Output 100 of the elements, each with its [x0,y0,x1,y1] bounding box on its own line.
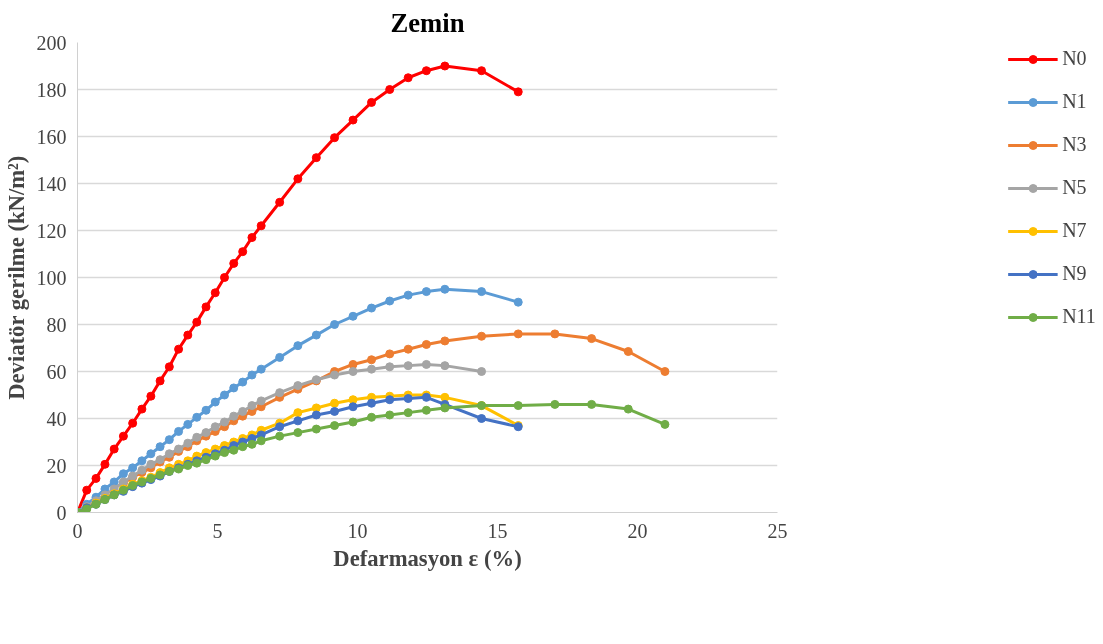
legend-label: N11 [1062,305,1096,328]
point [192,317,202,327]
point [311,330,321,340]
point [220,390,229,400]
point [247,401,257,411]
point [183,419,193,429]
point [385,296,395,306]
y-tick-label: 40 [46,407,67,430]
point [477,414,487,423]
point [330,421,340,431]
x-tick-label: 10 [347,519,368,542]
y-tick-label: 0 [56,501,67,524]
point [183,330,193,340]
point [311,153,321,163]
point [330,370,340,380]
point [385,349,395,359]
y-tick-label: 60 [46,360,67,383]
point [513,329,523,339]
point [128,463,138,473]
point [513,87,523,97]
point [311,410,321,420]
point [275,388,285,398]
legend-label: N5 [1062,176,1087,199]
point [174,426,184,436]
point [330,398,340,408]
point [440,392,450,402]
point [513,297,523,307]
point [513,401,523,411]
point [256,364,266,374]
point [587,334,597,344]
point [440,61,450,71]
point [293,428,303,438]
point [477,287,487,297]
x-tick-label: 5 [212,519,223,542]
point [229,258,239,268]
x-tick-label: 0 [72,519,83,542]
legend-label: N7 [1062,219,1087,242]
point [403,290,413,300]
point [367,412,376,422]
point [477,66,487,76]
point [192,412,202,422]
point [348,367,358,376]
point [550,399,560,409]
point [220,417,229,427]
point [137,404,147,414]
point [367,355,376,365]
point [440,403,450,413]
legend-label: N3 [1062,133,1087,156]
point [293,408,303,418]
point [256,436,266,446]
point [247,370,257,380]
point [275,422,285,432]
point [348,417,358,427]
point [247,233,257,243]
x-tick-label: 25 [767,519,788,542]
point [164,362,174,372]
point [587,399,597,409]
point [385,395,395,405]
point [229,411,239,421]
point [660,419,670,429]
point [403,361,413,371]
point [440,284,450,294]
point [238,377,248,387]
chart-title: Zemin [390,7,465,38]
point [330,406,340,416]
y-tick-label: 120 [36,219,67,242]
point [403,344,413,354]
point [385,410,395,420]
point [238,247,248,257]
point [403,394,413,404]
point [311,424,321,434]
point [421,405,431,415]
point [385,85,395,94]
point [174,344,184,354]
point [118,431,128,441]
point [192,432,202,442]
point [155,442,165,452]
point [623,404,633,414]
point [229,445,239,455]
point [367,398,376,408]
legend-label: N0 [1062,47,1087,70]
point [238,442,248,452]
point [348,311,358,321]
point [238,406,248,416]
point [146,391,156,401]
point [293,174,303,184]
point [155,376,165,386]
point [256,221,266,231]
point [550,329,560,339]
point [330,320,340,329]
point [367,303,376,313]
point [367,97,376,107]
y-tick-label: 80 [46,313,67,336]
x-tick-label: 15 [487,519,508,542]
point [247,439,257,449]
point [293,341,303,351]
x-tick-label: 20 [627,519,648,542]
point [109,444,119,454]
point [421,287,431,297]
point [348,115,358,125]
